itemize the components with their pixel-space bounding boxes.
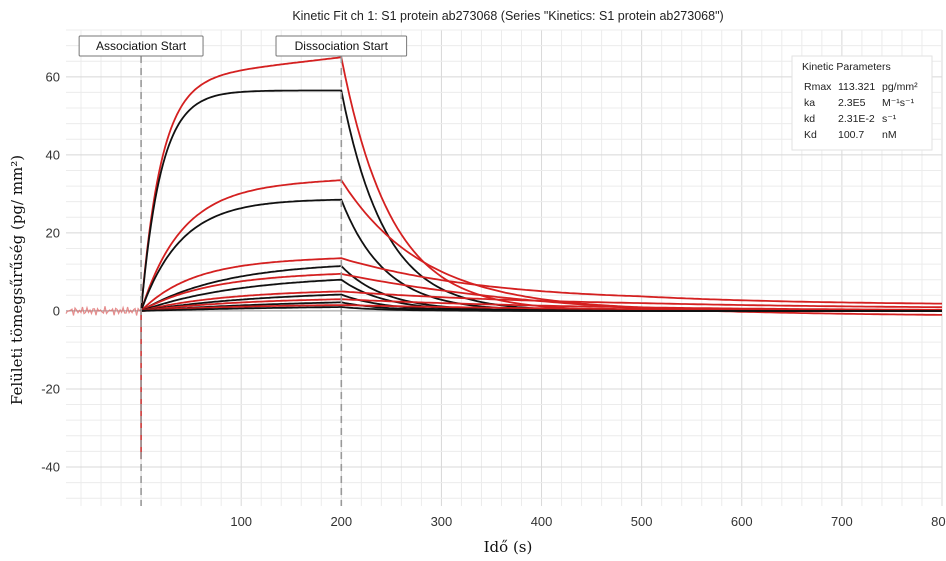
chart-title: Kinetic Fit ch 1: S1 protein ab273068 (S… [292, 9, 723, 23]
ticks: 100 200 300 400 500 600 700 800 -40 -20 0 20 40 60 [41, 69, 946, 529]
x-tick-label: 500 [631, 514, 653, 529]
y-tick-label: -20 [41, 381, 60, 396]
x-tick-label: 600 [731, 514, 753, 529]
x-tick-label: 700 [831, 514, 853, 529]
x-tick-label: 300 [431, 514, 453, 529]
measured-curve-8 [140, 290, 942, 312]
baseline-noise-trace [65, 305, 142, 316]
association-start-label-box [78, 35, 204, 57]
y-tick-label: -40 [41, 459, 60, 474]
param-value-kd: 2.31E-2 [838, 113, 875, 125]
y-tick-label: 60 [46, 69, 60, 84]
measured-curve-6 [140, 273, 942, 316]
fit-curve-13 [141, 306, 942, 312]
param-name-kd: kd [804, 113, 815, 125]
y-tick-label: 40 [46, 147, 60, 162]
param-unit-ka: M⁻¹s⁻¹ [882, 97, 915, 109]
association-start-label: Association Start [96, 39, 187, 53]
dissociation-start-label-box [275, 35, 408, 57]
measured-curve-10 [141, 298, 943, 312]
kinetic-parameters-box: Kinetic Parameters Rmax 113.321 pg/mm² k… [791, 55, 933, 151]
x-tick-label: 400 [531, 514, 553, 529]
y-tick-label: 20 [46, 225, 60, 240]
x-tick-label: 200 [330, 514, 352, 529]
param-unit-kd: s⁻¹ [882, 113, 897, 125]
param-name-kd-eq: Kd [804, 129, 817, 141]
kinetic-parameters-title: Kinetic Parameters [802, 61, 891, 73]
measured-curve-12 [141, 304, 942, 312]
param-name-rmax: Rmax [804, 81, 832, 93]
param-unit-kd-eq: nM [882, 129, 897, 141]
x-axis-label: Idő (s) [484, 538, 533, 556]
x-tick-label: 800 [931, 514, 946, 529]
baseline-noise [65, 305, 142, 316]
y-axis-label: Felületi tömegsűrűség (pg/ mm²) [8, 155, 26, 405]
dissociation-start-label: Dissociation Start [295, 39, 389, 53]
param-value-kd-eq: 100.7 [838, 129, 864, 141]
measured-curve-4 [140, 257, 942, 312]
param-name-ka: ka [804, 97, 815, 109]
series-group [140, 56, 943, 460]
x-tick-label: 100 [230, 514, 252, 529]
y-tick-label: 0 [53, 303, 60, 318]
markers: Association Start Dissociation Start [78, 35, 408, 506]
param-value-rmax: 113.321 [838, 81, 875, 93]
param-value-ka: 2.3E5 [838, 97, 866, 109]
param-unit-rmax: pg/mm² [882, 81, 918, 93]
